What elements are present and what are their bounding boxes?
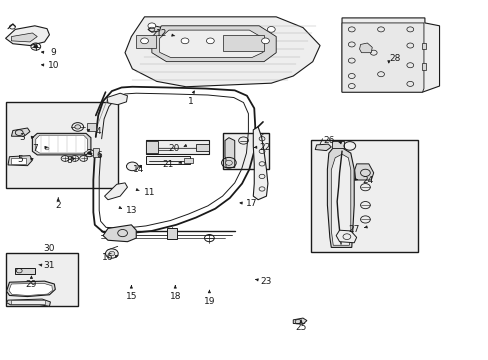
Circle shape <box>148 23 156 29</box>
Bar <box>222 134 268 169</box>
Polygon shape <box>104 183 127 200</box>
Text: 8: 8 <box>66 157 72 166</box>
Circle shape <box>181 38 188 44</box>
Bar <box>422 63 426 69</box>
Polygon shape <box>341 23 423 92</box>
Text: 31: 31 <box>43 261 55 270</box>
Bar <box>11 300 44 304</box>
Text: 28: 28 <box>388 54 400 63</box>
Polygon shape <box>253 127 267 200</box>
Text: 17: 17 <box>245 199 257 208</box>
Bar <box>146 141 158 153</box>
Polygon shape <box>224 138 234 167</box>
Text: 24: 24 <box>362 176 373 185</box>
Polygon shape <box>8 156 32 166</box>
Text: 19: 19 <box>203 297 215 306</box>
Polygon shape <box>293 318 306 324</box>
Polygon shape <box>223 35 264 51</box>
Bar <box>87 123 96 131</box>
Text: 10: 10 <box>47 61 59 70</box>
Polygon shape <box>103 225 136 242</box>
Polygon shape <box>36 135 87 153</box>
Polygon shape <box>6 281 55 297</box>
Polygon shape <box>315 144 330 150</box>
Circle shape <box>75 125 81 129</box>
Text: 22: 22 <box>259 143 270 152</box>
Bar <box>15 267 35 274</box>
Polygon shape <box>6 299 50 306</box>
Polygon shape <box>341 18 439 92</box>
Text: 15: 15 <box>125 292 137 301</box>
Bar <box>331 141 344 148</box>
Polygon shape <box>11 33 37 42</box>
Polygon shape <box>330 154 350 245</box>
Polygon shape <box>335 230 356 243</box>
Text: 4: 4 <box>95 127 101 136</box>
Bar <box>146 156 189 164</box>
Text: 26: 26 <box>323 136 334 145</box>
Text: 14: 14 <box>133 165 144 174</box>
Text: 7: 7 <box>32 144 38 153</box>
Text: 23: 23 <box>260 276 272 285</box>
Circle shape <box>34 45 38 48</box>
Bar <box>5 102 118 188</box>
Circle shape <box>267 27 275 32</box>
Text: 16: 16 <box>102 253 114 262</box>
Polygon shape <box>327 148 353 247</box>
Bar <box>5 253 78 306</box>
Text: 11: 11 <box>143 188 155 197</box>
Bar <box>167 228 177 239</box>
Circle shape <box>206 38 214 44</box>
Bar <box>195 144 209 151</box>
Text: 13: 13 <box>125 206 137 215</box>
Polygon shape <box>11 128 30 136</box>
Text: 6: 6 <box>96 152 102 161</box>
Circle shape <box>126 162 138 171</box>
Bar <box>422 42 426 49</box>
Polygon shape <box>5 26 49 45</box>
Bar <box>11 158 26 163</box>
Polygon shape <box>159 30 263 57</box>
Text: 3: 3 <box>19 133 24 142</box>
Text: 30: 30 <box>43 244 55 253</box>
Circle shape <box>105 249 118 258</box>
Circle shape <box>225 160 232 165</box>
Bar <box>93 148 99 157</box>
Circle shape <box>261 38 269 44</box>
Bar <box>311 140 417 252</box>
Text: 5: 5 <box>17 156 23 165</box>
Polygon shape <box>32 134 91 155</box>
Text: 12: 12 <box>156 29 167 38</box>
Circle shape <box>45 147 49 150</box>
Text: 2: 2 <box>55 201 61 210</box>
Polygon shape <box>136 35 156 48</box>
Text: 27: 27 <box>348 225 359 234</box>
Text: 9: 9 <box>50 48 56 57</box>
Polygon shape <box>354 164 373 180</box>
Polygon shape <box>9 283 52 296</box>
Polygon shape <box>125 17 320 87</box>
Polygon shape <box>148 26 160 32</box>
Text: 20: 20 <box>168 144 180 153</box>
Text: 1: 1 <box>187 96 193 105</box>
Circle shape <box>109 251 115 256</box>
Bar <box>183 158 193 163</box>
Text: 21: 21 <box>162 160 173 169</box>
Polygon shape <box>107 93 127 105</box>
Text: 18: 18 <box>169 292 181 301</box>
Text: 29: 29 <box>26 280 37 289</box>
Polygon shape <box>359 43 371 53</box>
Text: 25: 25 <box>295 323 306 332</box>
Polygon shape <box>152 26 276 62</box>
Circle shape <box>87 152 91 154</box>
Circle shape <box>141 38 148 44</box>
Bar <box>146 140 209 154</box>
